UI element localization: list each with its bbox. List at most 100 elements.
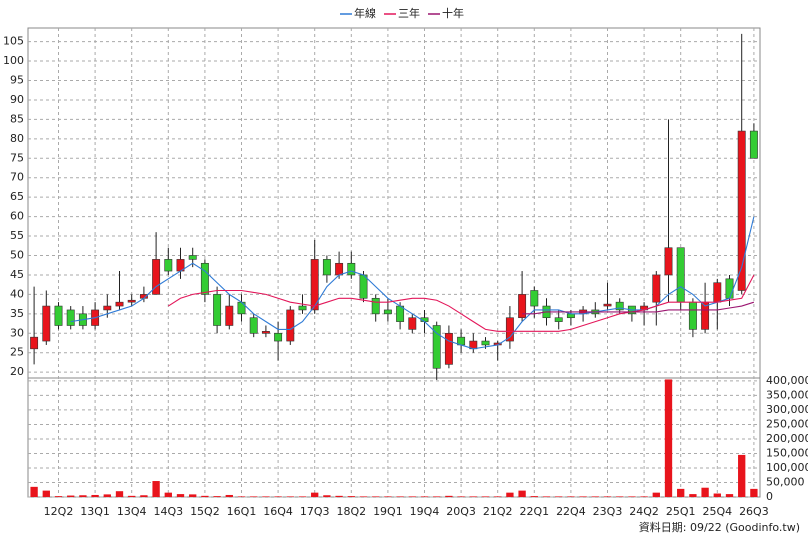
volume-bar [408,496,416,497]
volume-bar [713,493,721,497]
candle-body [261,331,270,334]
candle-body [310,259,319,311]
candle-body [359,274,368,299]
x-tick-label: 21Q2 [483,505,513,518]
volume-bar [152,481,160,497]
volume-bar [628,496,636,497]
volume-bar [164,492,172,497]
volume-bar [567,496,575,497]
volume-bar [115,491,124,497]
y-tick-label: 100 [3,54,24,67]
y2-tick-label: 300,000 [766,403,808,416]
volume-bar [79,495,87,497]
candle-body [518,294,527,319]
volume-bar [445,495,453,497]
volume-bar [506,492,514,497]
volume-bar [140,495,148,497]
candle-body [408,317,417,330]
volume-bar [91,494,99,497]
volume-bar [189,494,197,497]
candle-body [383,309,392,315]
candle-body [615,301,624,311]
y-tick-label: 95 [10,74,24,87]
y-tick-label: 85 [10,112,24,125]
candle-body [737,130,746,291]
volume-bar [652,492,660,497]
ma-line [168,274,755,332]
x-tick-label: 13Q4 [117,505,147,518]
y-tick-label: 105 [3,35,24,48]
y-tick-label: 65 [10,190,24,203]
volume-bar [701,487,709,497]
candle-body [505,317,514,342]
x-tick-label: 25Q1 [666,505,696,518]
volume-bar [518,490,526,497]
candle-body [286,309,295,342]
volume-bar [286,496,294,497]
y2-tick-label: 400,000 [766,374,808,387]
x-tick-label: 16Q4 [263,505,293,518]
volume-bar [689,494,697,497]
candle-body [54,305,63,326]
candle-body [188,255,197,260]
volume-bar [103,494,111,497]
volume-bar [603,496,612,497]
candle-body [115,301,124,307]
volume-bar [457,496,465,497]
volume-bar [347,496,355,497]
ma-line [522,301,755,315]
candle-body [664,247,673,276]
volume-bar [384,496,392,497]
x-tick-label: 15Q2 [190,505,220,518]
y2-tick-label: 200,000 [766,432,808,445]
volume-bar [250,496,258,497]
y-tick-label: 90 [10,93,24,106]
y2-tick-label: 350,000 [766,388,808,401]
y-tick-label: 35 [10,307,24,320]
volume-bar [469,496,477,497]
y-tick-label: 40 [10,287,24,300]
volume-bar [750,488,758,497]
x-tick-label: 14Q3 [153,505,183,518]
candle-body [396,305,405,322]
candle-body [371,297,380,315]
candle-body [725,278,734,299]
volume-bar [372,496,380,497]
y-tick-label: 30 [10,326,24,339]
candle-body [749,130,758,159]
candle-body [30,336,39,350]
candle-body [225,305,234,326]
candle-body [335,262,344,276]
x-tick-label: 24Q2 [629,505,659,518]
y-tick-label: 50 [10,249,24,262]
y2-tick-label: 250,000 [766,417,808,430]
x-tick-label: 17Q3 [300,505,330,518]
volume-bar [30,486,38,497]
x-tick-label: 25Q4 [702,505,732,518]
y-tick-label: 80 [10,132,24,145]
volume-bar [176,494,185,497]
volume-bar [481,496,490,497]
volume-bar [530,496,538,497]
volume-bar [359,496,368,497]
candle-body [127,299,136,303]
volume-bar [494,496,502,497]
volume-bar [616,496,624,497]
candle-body [213,294,222,326]
volume-bar [542,496,551,497]
candle-body [481,340,490,346]
candle-body [42,305,51,342]
candle-body [652,274,661,303]
x-tick-label: 22Q4 [556,505,586,518]
volume-bar [311,492,319,497]
volume-bar [42,490,50,497]
candle-body [152,259,161,295]
volume-bar [274,496,282,497]
x-tick-label: 20Q3 [446,505,476,518]
volume-bar [298,496,307,497]
candle-body [603,303,612,307]
candle-body [554,317,563,322]
volume-bar [335,495,343,497]
y2-tick-label: 150,000 [766,446,808,459]
x-tick-label: 16Q1 [227,505,257,518]
